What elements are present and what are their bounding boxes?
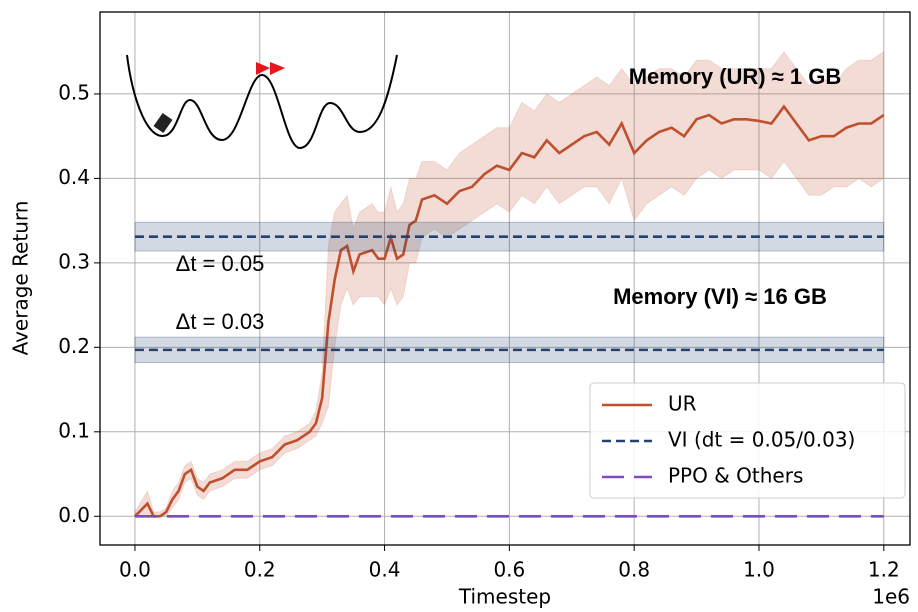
line <box>134 104 885 518</box>
legend-box <box>589 382 906 499</box>
inset-flag <box>256 62 270 75</box>
y-axis-label: Average Return <box>9 201 33 356</box>
y-tick-label: 0.1 <box>58 418 90 442</box>
y-tick-label: 0.2 <box>58 334 90 358</box>
x-tick-label: 0.6 <box>493 558 525 582</box>
grid <box>100 12 910 545</box>
x-offset-label: 1e6 <box>872 585 910 609</box>
x-tick-label: 0.2 <box>244 558 276 582</box>
y-tick-label: 0.5 <box>58 80 90 104</box>
x-tick-label: 1.0 <box>743 558 775 582</box>
inset-curve <box>126 54 398 150</box>
legend: UR VI (dt = 0.05/0.03) PPO & Others <box>589 382 906 499</box>
annotation: Memory (UR) ≈ 1 GB <box>629 64 842 89</box>
x-tick-label: 0.4 <box>369 558 401 582</box>
x-axis-label: Timestep <box>458 585 551 609</box>
plot-marks <box>134 50 885 518</box>
legend-label: PPO & Others <box>668 464 803 488</box>
x-tick-label: 1.2 <box>868 558 900 582</box>
y-tick-label: 0.3 <box>58 249 90 273</box>
x-tick-label: 0.8 <box>618 558 650 582</box>
inset-flag <box>270 62 285 75</box>
annotation: Memory (VI) ≈ 16 GB <box>613 284 827 309</box>
y-tick-label: 0.4 <box>58 165 90 189</box>
annotation: Δt = 0.05 <box>176 251 265 276</box>
x-tick-label: 0.0 <box>119 558 151 582</box>
inset-illustration <box>126 54 398 150</box>
annotation: Δt = 0.03 <box>176 309 265 334</box>
legend-label: UR <box>668 392 697 416</box>
y-tick-label: 0.0 <box>58 503 90 527</box>
inset-car <box>153 113 173 133</box>
plot-frame <box>99 11 911 546</box>
legend-label: VI (dt = 0.05/0.03) <box>668 428 855 452</box>
